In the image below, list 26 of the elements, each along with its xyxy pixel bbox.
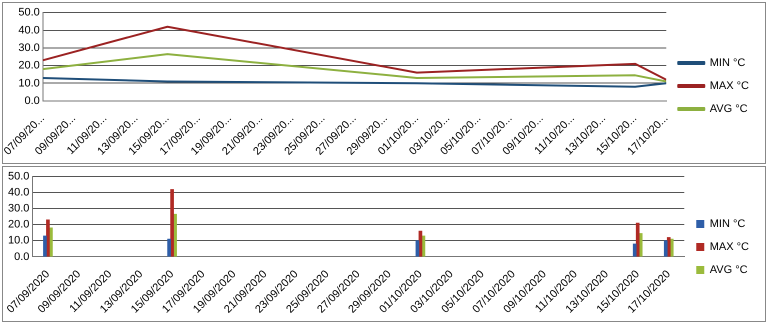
bar [664,240,668,257]
y-tick-label: 30.0 [18,42,40,54]
bar [167,238,171,257]
legend-label: MAX °C [710,80,750,92]
y-tick-label: 10.0 [8,234,30,247]
bar [632,244,637,257]
y-tick-label: 40.0 [8,186,30,199]
bar [43,236,47,257]
y-tick-label: 10.0 [18,77,40,90]
y-tick-label: 20.0 [8,218,30,231]
bar [416,240,420,257]
y-tick-label: 30.0 [8,202,30,215]
y-tick-label: 0.0 [24,94,40,107]
legend-label: MAX °C [710,241,750,254]
bar [170,189,174,257]
legend-label: MIN °C [710,57,746,70]
y-tick-label: 40.0 [18,24,40,36]
y-tick-label: 50.0 [8,170,30,183]
y-tick-label: 20.0 [18,60,40,72]
bar [46,220,50,257]
legend-label: AVG °C [710,103,748,116]
legend-label: AVG °C [710,264,748,276]
y-tick-label: 50.0 [18,6,40,19]
legend-label: MIN °C [710,218,746,230]
y-tick-label: 0.0 [14,250,30,263]
bar [636,222,640,257]
